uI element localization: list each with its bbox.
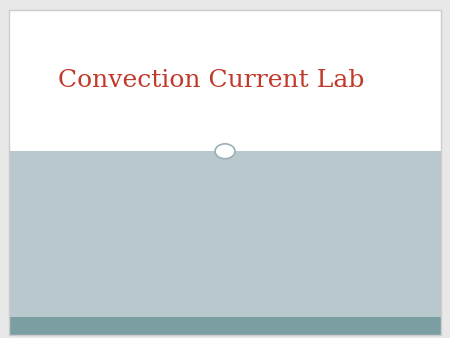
Bar xyxy=(9,151,441,317)
Bar xyxy=(9,10,441,151)
Bar xyxy=(9,317,441,335)
Text: Convection Current Lab: Convection Current Lab xyxy=(58,69,364,92)
Circle shape xyxy=(215,144,235,159)
